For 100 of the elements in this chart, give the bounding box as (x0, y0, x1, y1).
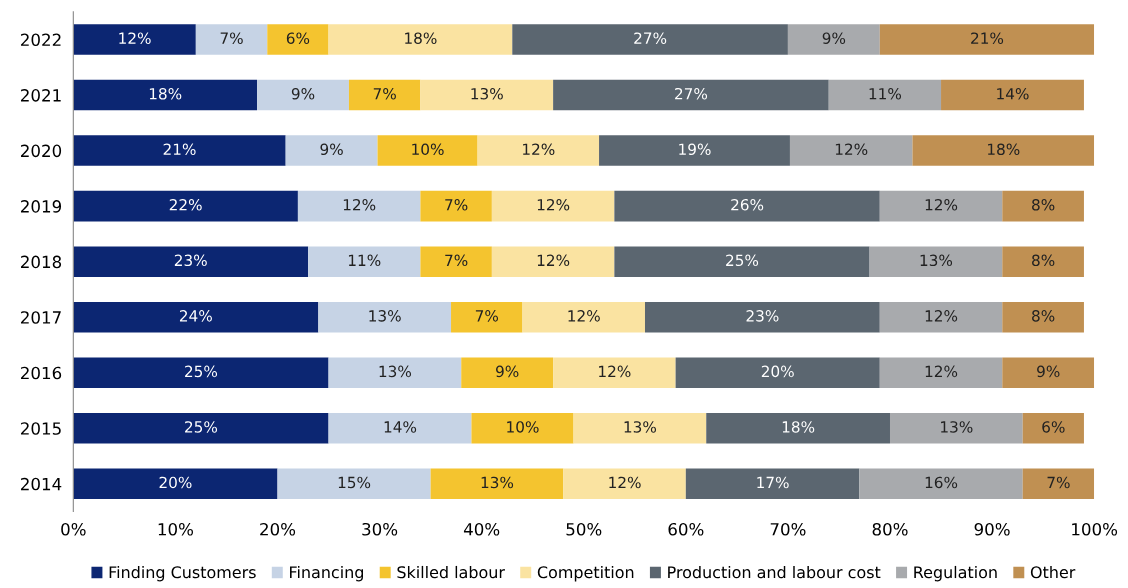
x-tick-label: 90% (974, 522, 1010, 536)
bar (644, 301, 880, 333)
data-label: 8% (1032, 310, 1055, 322)
data-label: 25% (185, 421, 218, 433)
data-label: 12% (523, 143, 555, 156)
bar (491, 190, 615, 222)
data-label: 13% (624, 421, 657, 433)
data-label: 7% (475, 310, 499, 322)
bar (879, 301, 1003, 333)
bar (451, 301, 523, 333)
data-label: 23% (174, 254, 207, 267)
data-label: 9% (1037, 365, 1060, 378)
bar (869, 246, 1003, 277)
bar (941, 79, 1084, 111)
bar (73, 190, 298, 222)
data-label: 13% (369, 310, 401, 322)
data-label: 12% (599, 365, 631, 378)
bar (308, 246, 421, 277)
bar (73, 246, 309, 277)
x-tick-label: 40% (463, 522, 500, 536)
bar (879, 357, 1003, 388)
bar (675, 357, 880, 388)
bar (318, 301, 452, 333)
bar (1022, 468, 1095, 500)
bar (573, 412, 707, 444)
data-label: 10% (507, 421, 539, 433)
x-tick-label: 20% (260, 522, 296, 536)
bar (297, 190, 421, 222)
bar (912, 135, 1095, 166)
data-label: 18% (988, 143, 1020, 156)
bar (461, 357, 554, 388)
bar (73, 135, 286, 166)
y-tick-label: 2019 (21, 200, 62, 213)
data-label: 12% (925, 310, 958, 322)
data-label: 13% (481, 476, 514, 489)
bar (348, 79, 421, 111)
y-tick-label: 2014 (21, 477, 62, 491)
bar (685, 468, 860, 500)
data-label: 6% (1042, 421, 1065, 433)
data-label: 6% (286, 32, 310, 44)
bar (257, 79, 349, 111)
bar (377, 135, 478, 166)
bar (73, 301, 319, 333)
bar (73, 24, 196, 55)
bar (477, 135, 600, 166)
data-label: 21% (971, 32, 1004, 44)
bar (879, 190, 1003, 222)
data-label: 13% (941, 421, 973, 433)
data-label: 12% (537, 254, 570, 267)
bar (553, 357, 676, 388)
data-label: 9% (496, 365, 519, 378)
data-label: 11% (869, 87, 902, 100)
data-label: 14% (384, 421, 417, 433)
x-tick-label: 100% (1072, 522, 1118, 536)
data-label: 14% (997, 87, 1029, 100)
x-tick-label: 80% (872, 522, 908, 536)
bar (879, 24, 1095, 55)
y-tick-label: 2015 (21, 422, 61, 435)
data-label: 7% (373, 87, 396, 100)
bar (73, 412, 329, 444)
data-label: 12% (925, 199, 958, 211)
data-label: 22% (169, 199, 202, 211)
data-label: 13% (471, 87, 503, 100)
data-label: 7% (220, 32, 243, 44)
data-label: 23% (746, 310, 779, 322)
data-label: 26% (731, 199, 764, 211)
bar (1022, 412, 1084, 444)
data-label: 12% (537, 199, 570, 211)
data-label: 12% (568, 310, 600, 322)
legend-label: Financing (290, 565, 363, 582)
data-label: 7% (1047, 476, 1070, 489)
bar (787, 24, 880, 55)
data-label: 10% (412, 143, 444, 156)
x-tick-label: 60% (668, 522, 704, 536)
legend-label: Skilled labour (397, 565, 505, 579)
bar (614, 190, 880, 222)
data-label: 12% (835, 143, 868, 156)
data-label: 18% (405, 32, 437, 44)
data-label: 7% (445, 199, 468, 211)
data-label: 12% (119, 32, 151, 44)
x-tick-label: 50% (566, 522, 602, 536)
bar (522, 301, 645, 333)
data-label: 20% (159, 476, 192, 489)
data-label: 12% (925, 365, 958, 378)
x-tick-label: 30% (362, 522, 398, 536)
legend-label: Regulation (914, 565, 997, 582)
x-tick-label: 10% (158, 522, 194, 536)
data-label: 27% (634, 32, 667, 44)
data-label: 27% (675, 87, 708, 100)
bar (328, 24, 513, 55)
data-label: 15% (338, 476, 371, 489)
bar (789, 135, 913, 166)
legend-label: Other (1030, 565, 1076, 579)
bar (706, 412, 890, 444)
y-tick-label: 2018 (21, 255, 62, 269)
bar (512, 24, 788, 55)
bar (328, 412, 472, 444)
data-label: 18% (149, 87, 182, 100)
data-label: 25% (726, 254, 759, 267)
legend-label: Finding Customers (109, 565, 256, 582)
